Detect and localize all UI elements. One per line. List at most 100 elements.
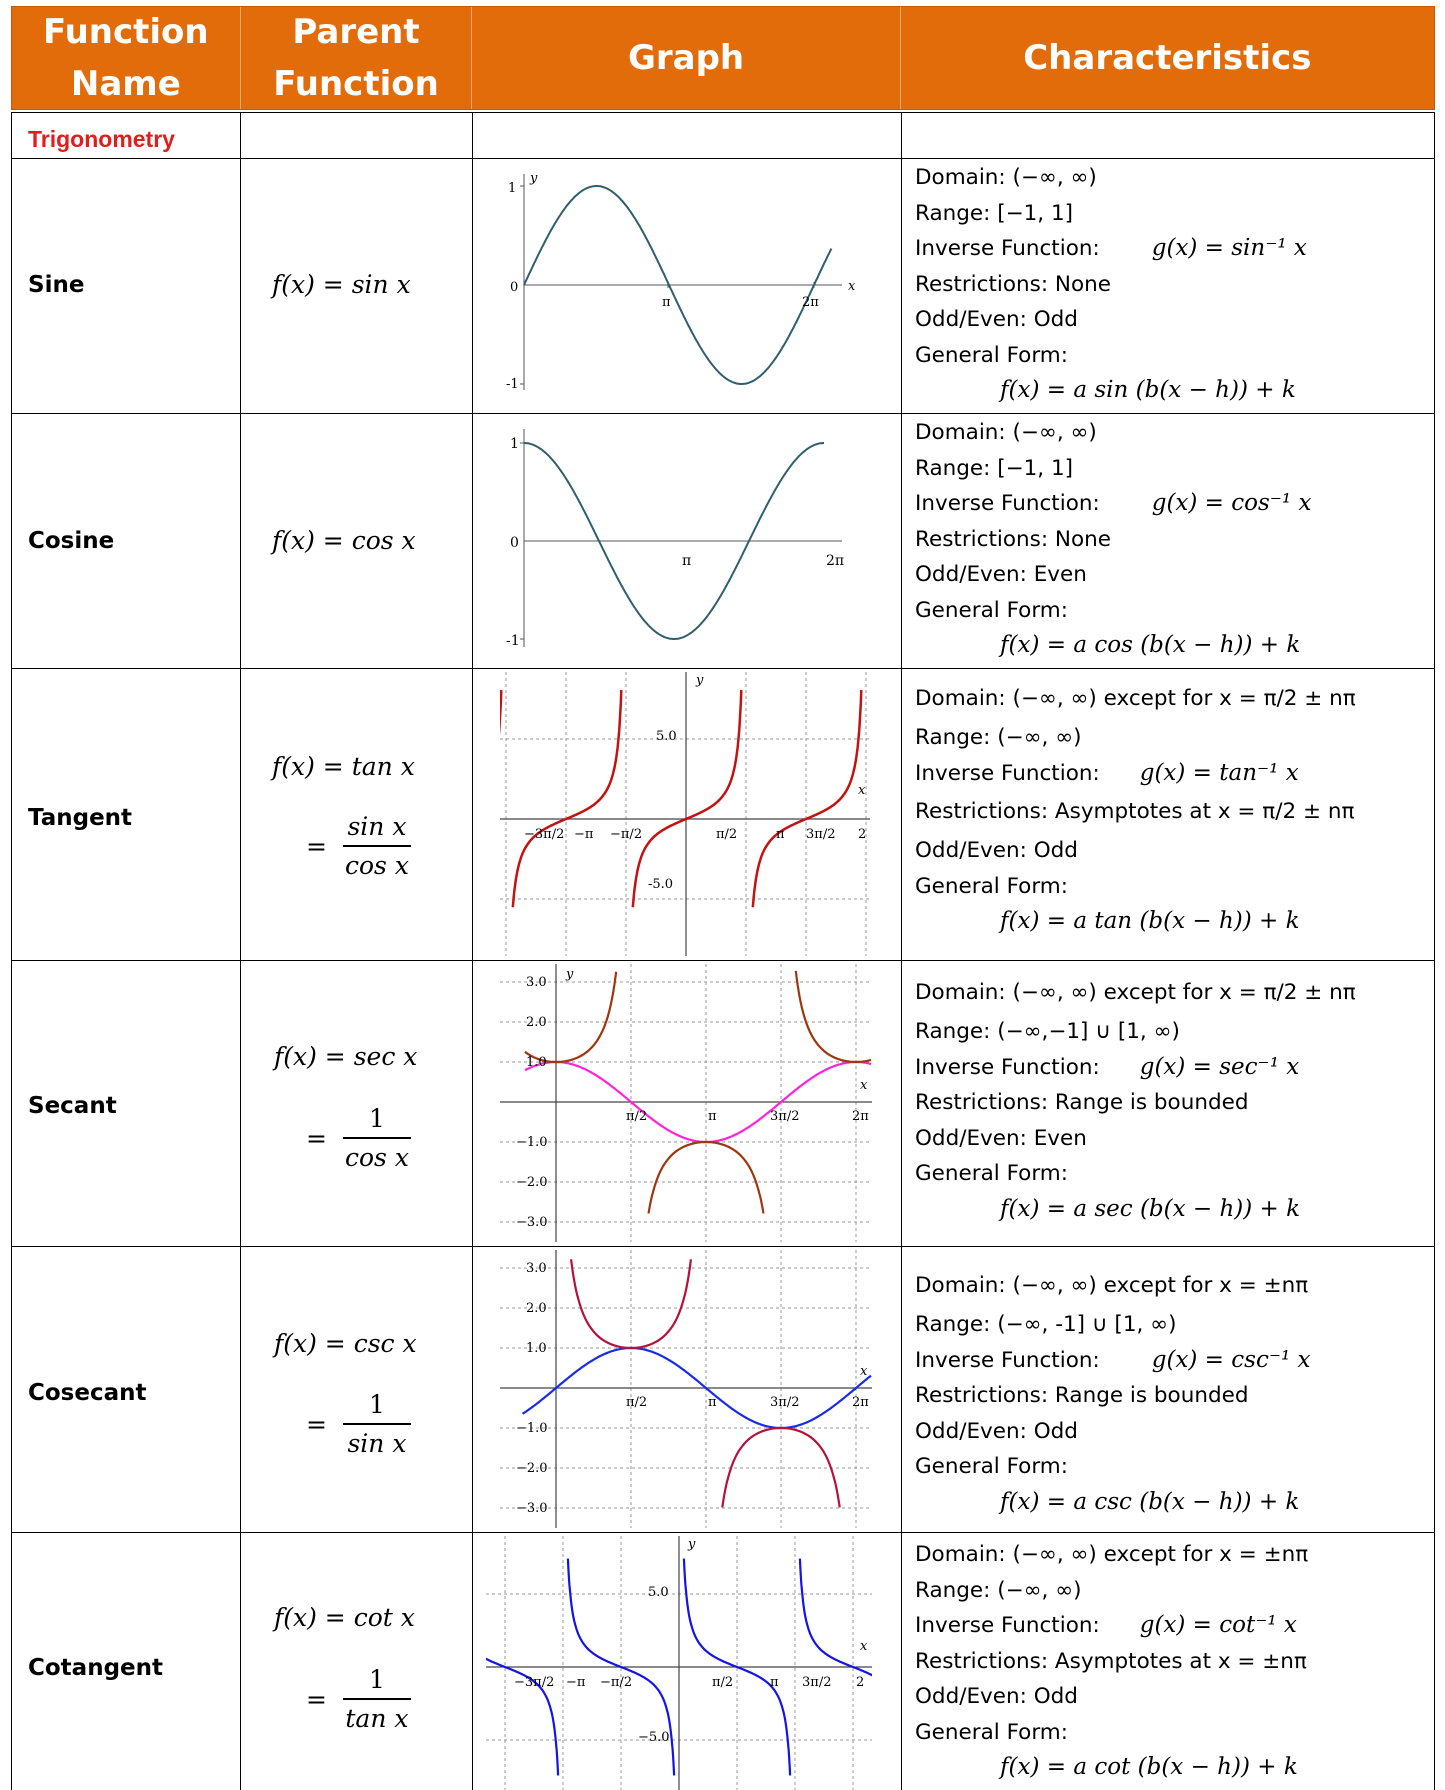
x-tick-label: 2π: [826, 553, 844, 569]
y-axis-label: y: [565, 967, 574, 982]
domain-text: Domain: (−∞, ∞) except for x = π/2 ± nπ: [915, 980, 1356, 1005]
general-form-label: General Form:: [915, 342, 1068, 368]
parent-function-secant: f(x) = sec x: [274, 1042, 418, 1071]
y-tick-label: −3.0: [516, 1215, 548, 1230]
table-rule: [1434, 112, 1435, 1790]
x-tick-label: 3π/2: [806, 827, 835, 842]
cotangent-branch: [566, 1558, 676, 1776]
cosine-reference-curve: [524, 1060, 872, 1144]
general-form-label: General Form:: [915, 1454, 1068, 1479]
cosecant-curves: [521, 1259, 872, 1508]
secant-branch: [524, 971, 618, 1064]
x-tick-label: 2π: [852, 1109, 869, 1124]
y-tick-label: −3.0: [516, 1501, 548, 1516]
y-tick-label: 1: [508, 181, 516, 196]
y-tick-label: 1: [510, 436, 519, 452]
general-form-label: General Form:: [915, 1161, 1068, 1186]
characteristics-tangent: Domain: (−∞, ∞) except for x = π/2 ± nπ …: [915, 678, 1356, 940]
function-name-cosine: Cosine: [28, 528, 115, 554]
table-rule: [901, 112, 902, 1790]
x-tick-label: 3π/2: [770, 1395, 799, 1410]
secant-graph: 3.0 2.0 1.0 −1.0 −2.0 −3.0 y x π/2 π 3π/…: [500, 964, 872, 1242]
x-tick-label: π/2: [626, 1109, 647, 1124]
secant-branch: [794, 970, 872, 1064]
restrictions-text: Restrictions: Asymptotes at x = ±nπ: [915, 1648, 1307, 1674]
range-text: Range: [−1, 1]: [915, 455, 1074, 481]
characteristics-secant: Domain: (−∞, ∞) except for x = π/2 ± nπ …: [915, 972, 1356, 1227]
header-graph: Graph: [472, 7, 901, 109]
inverse-function: g(x) = sec⁻¹ x: [1139, 1053, 1300, 1080]
x-tick-label: −π: [566, 1675, 586, 1690]
header-function-name: Function Name: [12, 7, 241, 109]
origin-label: 0: [510, 280, 518, 295]
x-tick-label: π/2: [626, 1395, 647, 1410]
cosecant-branch: [721, 1426, 841, 1508]
domain-text: Domain: (−∞, ∞) except for x = π/2 ± nπ: [915, 686, 1356, 711]
tangent-graph: 5.0 -5.0 y x −3π/2 −π −π/2 π/2 π 3π/2 2: [500, 672, 870, 956]
general-form: f(x) = a cot (b(x − h)) + k: [1000, 1754, 1298, 1780]
x-tick-label: π: [770, 1675, 779, 1690]
table-rule: [11, 668, 1435, 669]
parent-function-cosine: f(x) = cos x: [272, 526, 416, 555]
odd-even-text: Odd/Even: Even: [915, 1125, 1087, 1151]
x-axis-label: x: [858, 783, 866, 798]
x-tick-label: 3π/2: [770, 1109, 799, 1124]
origin-label: 0: [510, 535, 519, 551]
inverse-function: g(x) = sin⁻¹ x: [1151, 235, 1307, 261]
range-text: Range: (−∞, ∞): [915, 1577, 1082, 1603]
restrictions-text: Restrictions: Asymptotes at x = π/2 ± nπ: [915, 799, 1355, 824]
ratio-secant: = 1 cos x: [306, 1104, 411, 1172]
range-text: Range: (−∞, ∞): [915, 725, 1082, 750]
sine-curve: [523, 185, 833, 385]
cotangent-branch: [682, 1558, 792, 1776]
tangent-branch: [511, 690, 623, 908]
parent-function-sine: f(x) = sin x: [272, 270, 411, 299]
secant-curves: [524, 970, 872, 1214]
x-axis-label: x: [860, 1364, 868, 1379]
table-rule: [11, 413, 1435, 414]
y-tick-label: −2.0: [516, 1175, 548, 1190]
general-form: f(x) = a cos (b(x − h)) + k: [1000, 632, 1301, 658]
function-name-secant: Secant: [28, 1093, 117, 1119]
x-tick-label: −π/2: [610, 827, 642, 842]
x-tick-label: π: [708, 1395, 717, 1410]
x-tick-label: −3π/2: [524, 827, 564, 842]
general-form-label: General Form:: [915, 873, 1068, 899]
odd-even-text: Odd/Even: Odd: [915, 1684, 1078, 1709]
ratio-denominator: cos x: [344, 1143, 409, 1172]
x-tick-label: 2: [856, 1675, 864, 1690]
table-rule: [11, 112, 12, 1790]
sine-reference-curve: [521, 1346, 872, 1430]
characteristics-sine: Domain: (−∞, ∞) Range: [−1, 1] Inverse F…: [915, 160, 1307, 409]
odd-even-text: Odd/Even: Odd: [915, 838, 1078, 863]
x-tick-label: 2: [858, 827, 866, 842]
y-tick-label: −1.0: [516, 1135, 548, 1150]
inverse-function: g(x) = cot⁻¹ x: [1139, 1612, 1297, 1638]
domain-text: Domain: (−∞, ∞): [915, 165, 1097, 190]
function-name-sine: Sine: [28, 272, 85, 298]
inverse-label: Inverse Function:: [915, 236, 1100, 261]
y-tick-label: 3.0: [526, 1261, 547, 1276]
x-axis-label: x: [848, 279, 856, 294]
x-tick-label: −3π/2: [514, 1675, 554, 1690]
table-rule: [11, 1246, 1435, 1247]
y-tick-label: −1.0: [516, 1421, 548, 1436]
ratio-numerator: sin x: [342, 812, 411, 847]
ratio-denominator: tan x: [345, 1704, 409, 1733]
range-text: Range: (−∞,−1] ∪ [1, ∞): [915, 1019, 1180, 1044]
characteristics-cotangent: Domain: (−∞, ∞) except for x = ±nπ Range…: [915, 1537, 1308, 1786]
cosecant-graph: 3.0 2.0 1.0 −1.0 −2.0 −3.0 x π/2 π 3π/2 …: [500, 1250, 872, 1528]
y-tick-label: −5.0: [638, 1730, 670, 1745]
range-text: Range: [−1, 1]: [915, 200, 1074, 226]
x-tick-label: −π: [574, 827, 594, 842]
function-name-tangent: Tangent: [28, 805, 133, 831]
header-characteristics: Characteristics: [1023, 38, 1312, 78]
inverse-label: Inverse Function:: [915, 491, 1100, 516]
cotangent-curves: [486, 1558, 872, 1776]
ratio-denominator: sin x: [347, 1429, 407, 1458]
cosecant-branch: [570, 1259, 692, 1350]
y-tick-label: 2.0: [526, 1301, 547, 1316]
sine-graph: 1 y 0 x π 2π -1: [506, 171, 856, 392]
general-form: f(x) = a csc (b(x − h)) + k: [1000, 1488, 1300, 1515]
x-tick-label: π/2: [716, 827, 737, 842]
